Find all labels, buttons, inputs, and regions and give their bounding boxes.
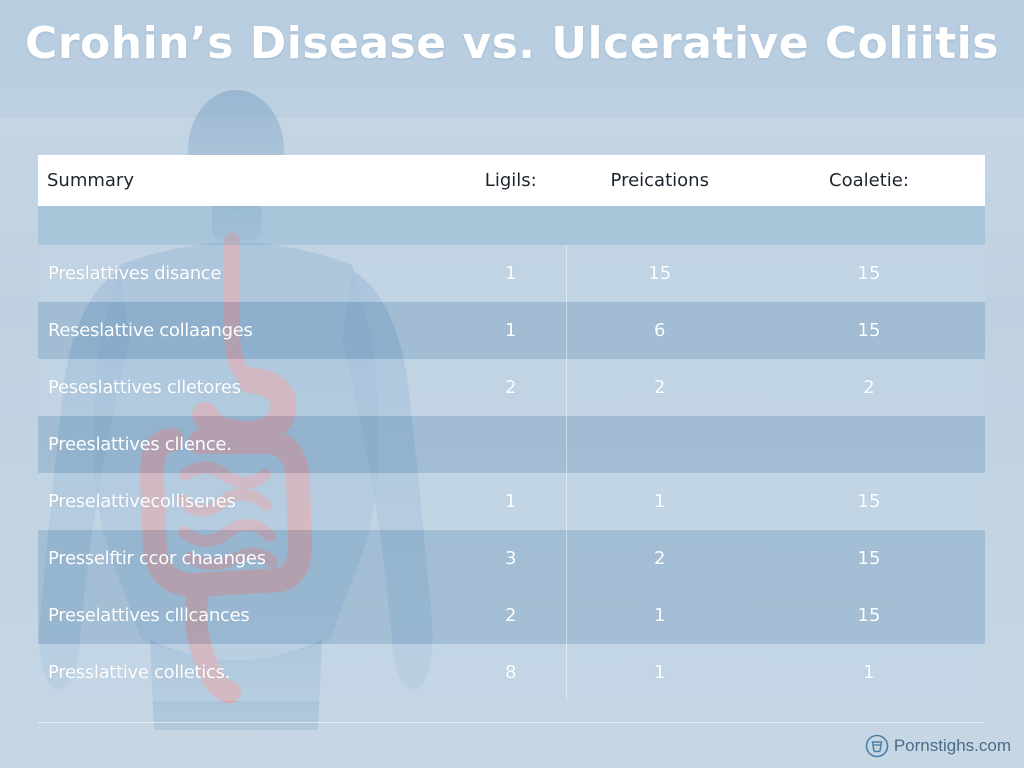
row-value: 2	[565, 530, 753, 587]
table-row: Preselattivecollisenes 1 1 15	[38, 473, 985, 530]
digestive-tract	[139, 232, 312, 703]
row-value: 1	[565, 473, 753, 530]
row-value: 1	[565, 644, 753, 701]
column-header-ligils: Ligils:	[456, 155, 566, 206]
row-value	[456, 416, 566, 473]
row-value: 15	[565, 245, 753, 302]
row-label: Preselattivecollisenes	[38, 473, 456, 530]
row-value: 15	[753, 587, 985, 644]
row-value: 1	[565, 587, 753, 644]
row-value: 15	[753, 473, 985, 530]
row-value: 6	[565, 302, 753, 359]
row-label: Presselftir ccor chaanges	[38, 530, 456, 587]
row-value: 15	[753, 245, 985, 302]
row-value: 1	[753, 644, 985, 701]
table-spacer-row	[38, 206, 985, 245]
column-header-coaletie: Coaletie:	[753, 155, 985, 206]
row-label: Preslattives disance	[38, 245, 456, 302]
row-label: Presslattive colletics.	[38, 644, 456, 701]
column-header-summary: Summary	[38, 155, 456, 206]
row-value: 8	[456, 644, 566, 701]
table-row: Reseslattive collaanges 1 6 15	[38, 302, 985, 359]
row-value	[753, 416, 985, 473]
table-row: Peseslattives clletores 2 2 2	[38, 359, 985, 416]
row-value	[565, 416, 753, 473]
row-value: 1	[456, 302, 566, 359]
page-title: Crohin’s Disease vs. Ulcerative Coliitis	[25, 18, 999, 69]
row-value: 15	[753, 530, 985, 587]
row-label: Reseslattive collaanges	[38, 302, 456, 359]
row-value: 2	[456, 587, 566, 644]
table-row: Preselattives clllcances 2 1 15	[38, 587, 985, 644]
row-value: 2	[456, 359, 566, 416]
row-value: 1	[456, 473, 566, 530]
cup-icon	[865, 734, 889, 758]
row-value: 15	[753, 302, 985, 359]
row-label: Preeslattives cllence.	[38, 416, 456, 473]
row-label: Preselattives clllcances	[38, 587, 456, 644]
row-value: 1	[456, 245, 566, 302]
table-row: Preslattives disance 1 15 15	[38, 245, 985, 302]
watermark-text: Pornstighs.com	[893, 736, 1011, 755]
table-row: Preeslattives cllence.	[38, 416, 985, 473]
watermark: Pornstighs.com	[865, 734, 1011, 758]
table-bottom-divider	[38, 722, 985, 723]
row-value: 3	[456, 530, 566, 587]
table-row: Presselftir ccor chaanges 3 2 15	[38, 530, 985, 587]
row-value: 2	[565, 359, 753, 416]
row-value: 2	[753, 359, 985, 416]
table-body: Preslattives disance 1 15 15 Reseslattive co…	[38, 206, 985, 701]
table-row: Presslattive colletics. 8 1 1	[38, 644, 985, 701]
header-band	[0, 0, 1024, 118]
row-label: Peseslattives clletores	[38, 359, 456, 416]
comparison-table: Summary Ligils: Preications Coaletie: Pr…	[38, 155, 985, 701]
column-header-preications: Preications	[565, 155, 753, 206]
table-header-row: Summary Ligils: Preications Coaletie:	[38, 155, 985, 206]
